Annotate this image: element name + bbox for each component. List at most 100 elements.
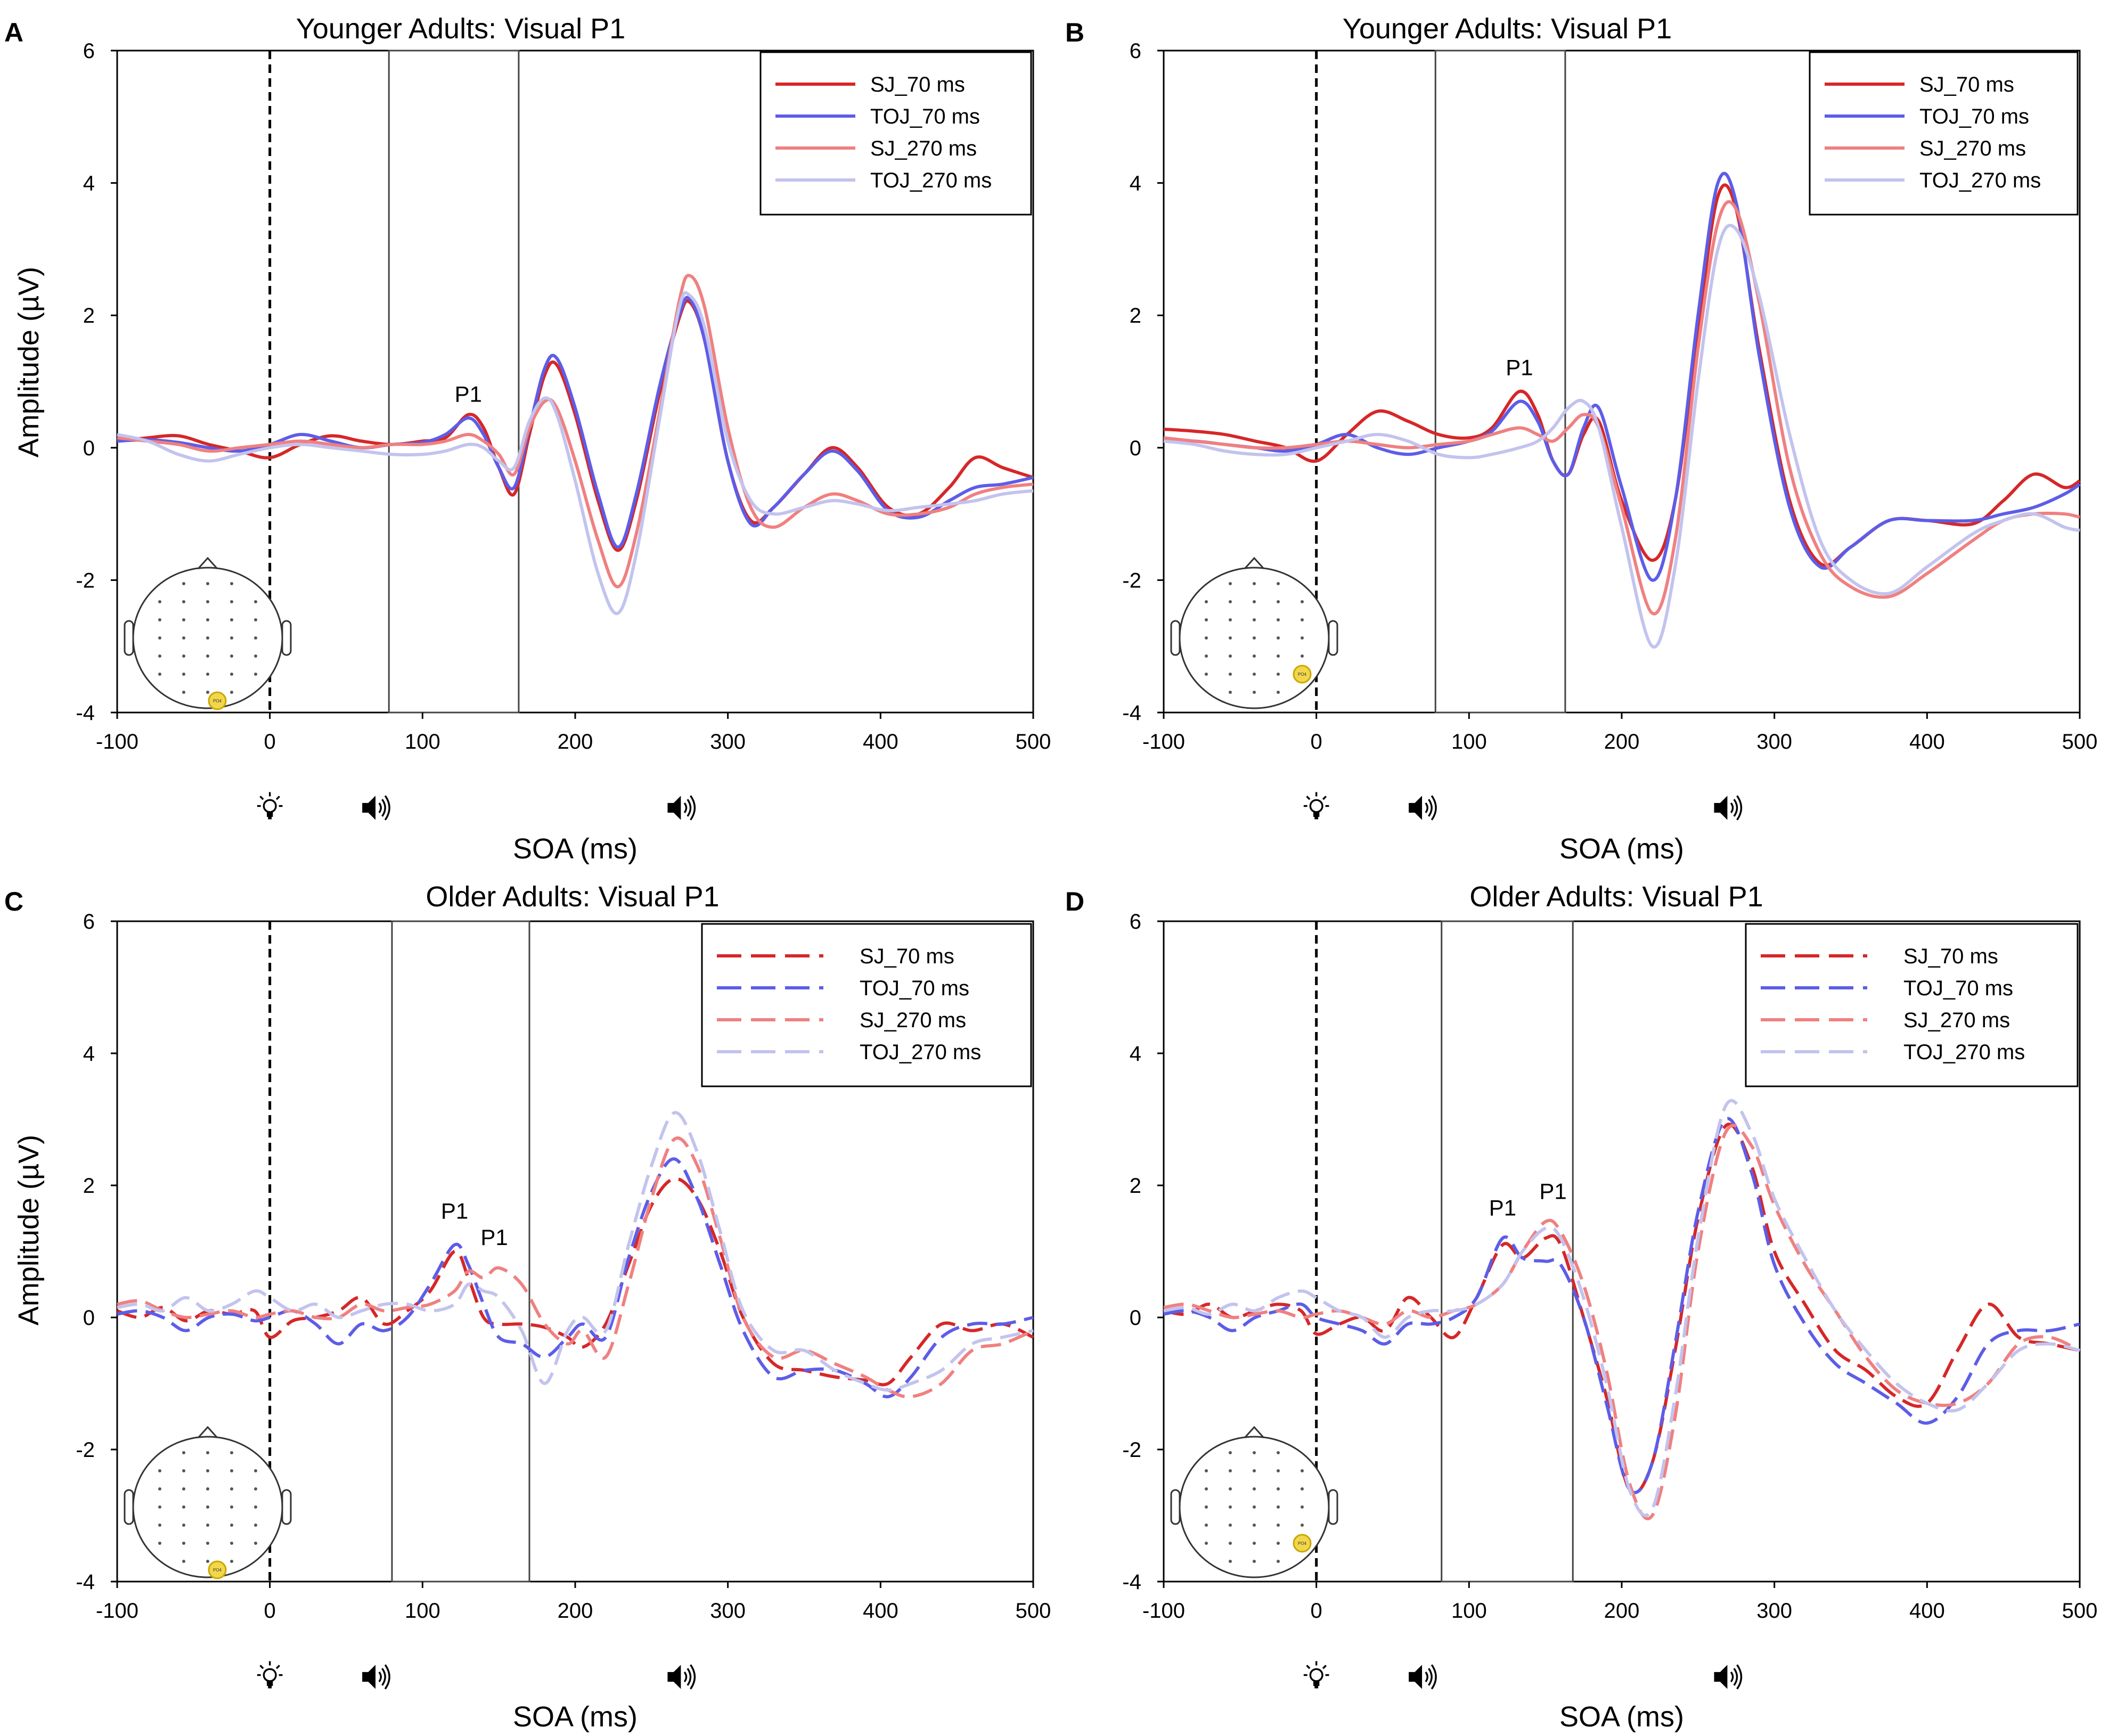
electrode-label: PO4 — [1298, 672, 1307, 677]
x-tick-label: 300 — [710, 730, 746, 754]
x-axis-title: SOA (ms) — [513, 833, 638, 865]
electrode-dot — [230, 1451, 233, 1454]
x-tick-label: -100 — [96, 1599, 138, 1623]
chart-title: Older Adults: Visual P1 — [1469, 881, 1763, 913]
electrode-dot — [254, 1487, 257, 1491]
y-tick-label: 0 — [1130, 1306, 1141, 1330]
electrode-dot — [206, 673, 209, 676]
x-tick-label: 200 — [558, 1599, 593, 1623]
electrode-dot — [1277, 600, 1280, 603]
x-tick-label: 200 — [1604, 1599, 1640, 1623]
legend-box — [1745, 923, 2079, 1087]
speaker-icon — [1713, 795, 1743, 821]
chart-title: Younger Adults: Visual P1 — [296, 13, 625, 45]
legend-label: TOJ_270 ms — [860, 1041, 981, 1064]
electrode-dot — [206, 582, 209, 585]
electrode-dot — [1277, 691, 1280, 694]
electrode-dot — [1229, 1469, 1232, 1472]
speaker-icon — [361, 1664, 390, 1690]
analysis-window-box — [391, 920, 530, 1583]
series-line-toj-70-ms — [117, 1157, 1034, 1398]
analysis-window-box — [1434, 50, 1566, 714]
head-ear-right — [281, 1489, 292, 1525]
electrode-dot — [1277, 1560, 1280, 1563]
y-tick-label: 0 — [1130, 437, 1141, 460]
electrode-dot — [182, 1451, 185, 1454]
legend-label: TOJ_70 ms — [870, 105, 980, 128]
electrode-dot — [254, 673, 257, 676]
electrode-dot — [1253, 1542, 1256, 1545]
legend-label: TOJ_270 ms — [870, 169, 992, 192]
series-line-sj-70-ms — [1163, 1123, 2080, 1495]
head-ear-left — [1170, 620, 1181, 656]
electrode-dot — [254, 618, 257, 621]
p1-peak-label: P1 — [1539, 1178, 1566, 1203]
electrode-dot — [1301, 600, 1304, 603]
electrode-dot — [206, 1469, 209, 1472]
electrode-dot — [1229, 1505, 1232, 1509]
electrode-dot — [1205, 673, 1208, 676]
head-ear-right — [281, 620, 292, 656]
y-tick-label: 4 — [1130, 172, 1141, 195]
light-bulb-icon — [256, 791, 284, 821]
y-tick-label: 2 — [83, 304, 95, 327]
electrode-label: PO4 — [1298, 1541, 1307, 1546]
electrode-dot — [1253, 1505, 1256, 1509]
electrode-dot — [1253, 600, 1256, 603]
panel-b: B Younger Adults: Visual P1 SOA (ms) -4-… — [1065, 13, 2097, 865]
x-tick-label: 500 — [1016, 1599, 1051, 1623]
electrode-dot — [254, 636, 257, 640]
p1-peak-label: P1 — [480, 1225, 508, 1250]
electrode-dot — [206, 1451, 209, 1454]
electrode-montage-head: PO4 — [1170, 556, 1338, 709]
series-line-sj-270-ms — [117, 1136, 1034, 1399]
electrode-dot — [1205, 618, 1208, 621]
y-tick-label: 4 — [83, 172, 95, 195]
x-tick-label: 100 — [405, 730, 440, 754]
legend-box — [701, 923, 1032, 1087]
legend-label: TOJ_70 ms — [1903, 977, 2013, 1000]
electrode-dot — [1229, 654, 1232, 658]
electrode-dot — [254, 1469, 257, 1472]
electrode-dot — [182, 636, 185, 640]
p1-peak-label: P1 — [441, 1199, 468, 1224]
electrode-dot — [1229, 1560, 1232, 1563]
electrode-dot — [1205, 600, 1208, 603]
electrode-dot — [1253, 1524, 1256, 1527]
electrode-dot — [254, 1505, 257, 1509]
panel-a: A Younger Adults: Visual P1 Amplitude (µ… — [4, 13, 1051, 865]
electrode-dot — [254, 600, 257, 603]
electrode-dot — [206, 1560, 209, 1563]
y-tick-label: -2 — [76, 569, 95, 592]
electrode-dot — [206, 1542, 209, 1545]
electrode-label: PO4 — [213, 699, 222, 703]
y-tick-label: 0 — [83, 437, 95, 460]
electrode-dot — [1277, 1487, 1280, 1491]
electrode-dot — [182, 618, 185, 621]
y-tick-label: -2 — [1122, 569, 1141, 592]
electrode-dot — [158, 1469, 161, 1472]
electrode-dot — [206, 691, 209, 694]
series-line-toj-270-ms — [117, 291, 1034, 616]
electrode-dot — [230, 1469, 233, 1472]
electrode-dot — [158, 654, 161, 658]
series-line-toj-70-ms — [117, 296, 1034, 549]
electrode-dot — [254, 1524, 257, 1527]
light-bulb-icon — [1303, 1660, 1330, 1690]
series-line-toj-270-ms — [117, 1111, 1034, 1392]
electrode-montage-head: PO4 — [124, 556, 292, 710]
electrode-dot — [1253, 1487, 1256, 1491]
x-tick-label: 0 — [264, 1599, 276, 1623]
speaker-icon — [1408, 795, 1437, 821]
electrode-dot — [1205, 1487, 1208, 1491]
head-nose — [1244, 1426, 1265, 1439]
electrode-dot — [158, 1524, 161, 1527]
electrode-dot — [206, 1505, 209, 1509]
series-line-toj-70-ms — [1163, 1117, 2080, 1494]
y-tick-label: 6 — [83, 910, 95, 933]
x-tick-label: 0 — [1311, 1599, 1322, 1623]
electrode-dot — [1229, 618, 1232, 621]
head-nose — [197, 1426, 218, 1439]
electrode-dot — [182, 1469, 185, 1472]
